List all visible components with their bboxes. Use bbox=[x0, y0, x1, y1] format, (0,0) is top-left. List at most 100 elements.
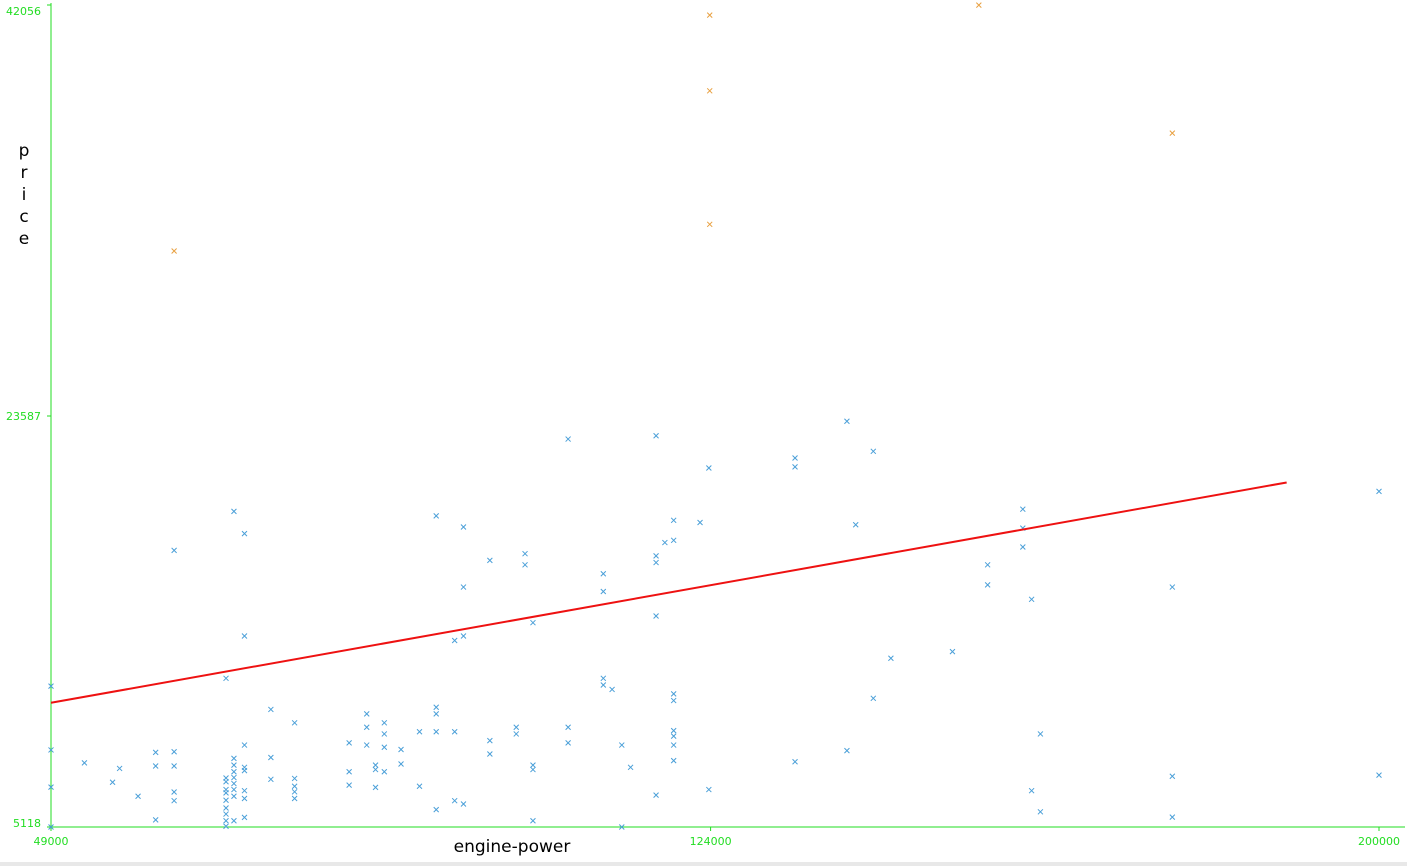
data-point bbox=[670, 733, 677, 740]
data-point bbox=[223, 775, 229, 781]
data-point bbox=[398, 761, 404, 767]
data-point bbox=[662, 539, 668, 546]
data-point bbox=[231, 762, 237, 768]
y-axis-title-letter: i bbox=[22, 185, 27, 205]
data-point bbox=[152, 749, 159, 756]
data-point bbox=[984, 581, 991, 588]
data-point bbox=[223, 805, 229, 811]
data-point bbox=[241, 814, 248, 821]
data-point bbox=[460, 633, 467, 639]
data-point bbox=[600, 570, 607, 577]
x-tick-label: 124000 bbox=[690, 835, 732, 848]
data-point bbox=[268, 706, 274, 713]
data-point bbox=[346, 739, 352, 746]
data-point bbox=[1019, 506, 1026, 513]
data-point bbox=[231, 508, 237, 515]
data-point bbox=[48, 824, 54, 830]
data-point bbox=[670, 742, 677, 748]
data-point bbox=[241, 633, 248, 639]
data-point bbox=[487, 737, 493, 744]
data-point bbox=[152, 763, 159, 769]
data-point bbox=[530, 817, 536, 824]
data-point bbox=[705, 465, 712, 471]
y-axis-title-letter: p bbox=[19, 141, 30, 161]
data-point bbox=[844, 418, 850, 425]
data-point bbox=[363, 724, 370, 731]
data-point bbox=[291, 788, 298, 795]
data-point bbox=[451, 797, 458, 804]
data-point bbox=[451, 637, 458, 644]
data-point bbox=[513, 731, 520, 737]
data-point bbox=[984, 561, 991, 568]
data-point bbox=[433, 512, 440, 519]
data-point bbox=[223, 675, 229, 682]
data-point bbox=[346, 768, 352, 775]
data-point bbox=[627, 764, 634, 771]
x-axis-ticks: 49000 124000 200000 bbox=[34, 827, 1400, 848]
data-point bbox=[792, 464, 798, 470]
data-point bbox=[241, 530, 248, 537]
data-point bbox=[975, 2, 982, 8]
data-point bbox=[618, 824, 625, 830]
data-point bbox=[706, 12, 713, 19]
data-point bbox=[530, 766, 536, 773]
data-points bbox=[48, 2, 1382, 830]
data-point bbox=[268, 776, 274, 783]
data-point bbox=[381, 744, 388, 751]
data-point bbox=[231, 768, 237, 775]
data-point bbox=[223, 823, 229, 830]
y-tick-label: 42056 bbox=[6, 5, 41, 18]
data-point bbox=[1376, 488, 1382, 495]
data-point bbox=[513, 724, 520, 731]
y-axis-ticks: 5118 23587 42056 bbox=[6, 4, 51, 830]
data-point bbox=[48, 784, 54, 790]
data-point bbox=[433, 704, 440, 711]
data-point bbox=[1376, 772, 1382, 778]
data-point bbox=[705, 786, 712, 793]
data-point bbox=[949, 648, 956, 655]
y-tick-label: 5118 bbox=[13, 817, 41, 830]
y-axis-title-letter: e bbox=[19, 229, 29, 249]
data-point bbox=[1169, 584, 1176, 590]
data-point bbox=[48, 683, 54, 689]
x-tick-label: 200000 bbox=[1358, 835, 1400, 848]
data-point bbox=[381, 731, 388, 737]
data-point bbox=[231, 780, 237, 787]
data-point bbox=[1169, 130, 1176, 136]
data-point bbox=[291, 775, 298, 782]
data-point bbox=[223, 786, 229, 793]
data-point bbox=[460, 584, 467, 590]
data-point bbox=[706, 87, 713, 94]
data-point bbox=[1037, 808, 1044, 815]
data-point bbox=[1169, 814, 1176, 821]
data-point bbox=[171, 789, 177, 795]
x-axis-title: engine-power bbox=[454, 837, 571, 857]
data-point bbox=[565, 739, 571, 746]
data-point bbox=[670, 757, 677, 764]
data-point bbox=[372, 766, 379, 773]
data-point bbox=[487, 557, 493, 564]
data-point bbox=[291, 719, 298, 726]
data-point bbox=[530, 762, 536, 768]
data-point bbox=[381, 719, 388, 726]
y-axis-title-letter: r bbox=[21, 163, 28, 183]
data-point bbox=[1028, 787, 1035, 794]
data-point bbox=[609, 686, 615, 693]
data-point bbox=[653, 432, 659, 439]
data-point bbox=[433, 806, 440, 813]
data-point bbox=[670, 691, 677, 697]
data-point bbox=[653, 792, 659, 798]
data-point bbox=[565, 724, 571, 731]
data-point bbox=[223, 811, 229, 817]
data-point bbox=[171, 547, 177, 554]
data-point bbox=[487, 751, 493, 757]
data-point bbox=[223, 817, 229, 824]
data-point bbox=[416, 728, 423, 735]
bottom-border bbox=[0, 862, 1407, 866]
data-point bbox=[363, 742, 370, 748]
data-point bbox=[600, 682, 607, 688]
data-point bbox=[346, 782, 352, 788]
